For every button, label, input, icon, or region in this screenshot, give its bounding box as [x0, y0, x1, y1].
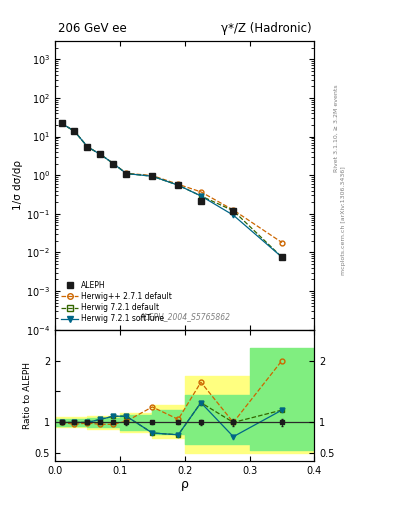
- Y-axis label: Ratio to ALEPH: Ratio to ALEPH: [23, 361, 32, 429]
- Y-axis label: 1/σ dσ/dρ: 1/σ dσ/dρ: [13, 160, 23, 210]
- Text: ALEPH_2004_S5765862: ALEPH_2004_S5765862: [139, 312, 230, 321]
- Text: γ*/Z (Hadronic): γ*/Z (Hadronic): [221, 22, 312, 35]
- X-axis label: ρ: ρ: [181, 478, 189, 492]
- Text: Rivet 3.1.10, ≥ 3.2M events: Rivet 3.1.10, ≥ 3.2M events: [334, 84, 338, 172]
- Text: mcplots.cern.ch [arXiv:1306.3436]: mcplots.cern.ch [arXiv:1306.3436]: [342, 166, 346, 274]
- Legend: ALEPH, Herwig++ 2.7.1 default, Herwig 7.2.1 default, Herwig 7.2.1 softTune: ALEPH, Herwig++ 2.7.1 default, Herwig 7.…: [59, 279, 174, 326]
- Text: 206 GeV ee: 206 GeV ee: [58, 22, 127, 35]
